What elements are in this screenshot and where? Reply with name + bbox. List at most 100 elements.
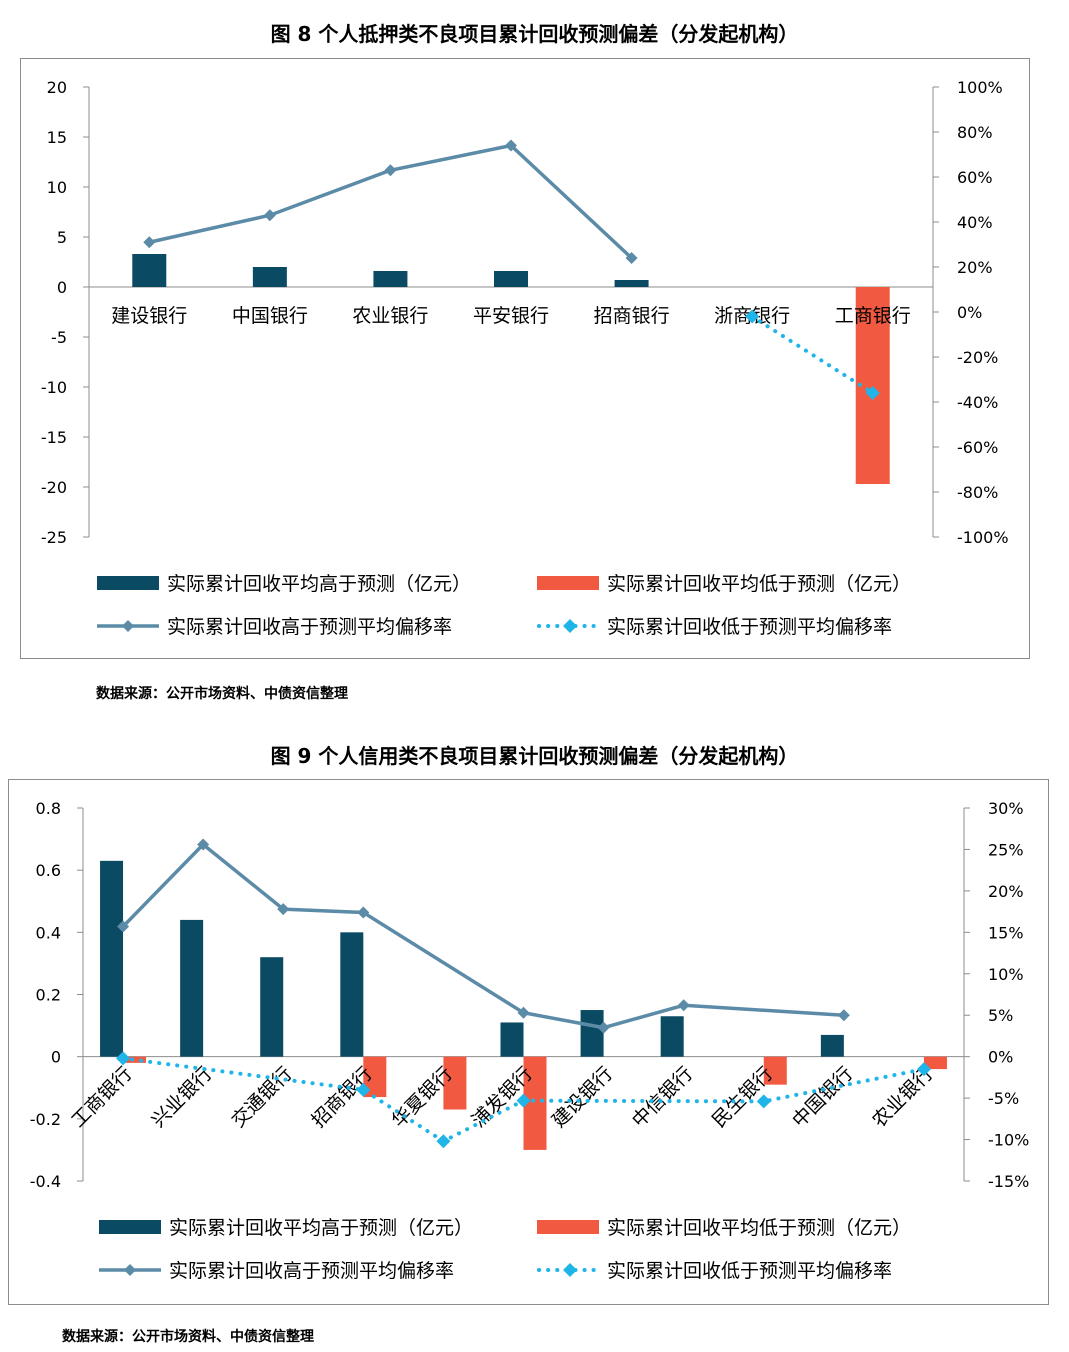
category-label: 中国银行	[788, 1063, 857, 1132]
bar-above-forecast	[580, 1010, 604, 1057]
left-tick-label: 5	[57, 228, 67, 247]
left-tick-label: -15	[41, 428, 67, 447]
right-tick-label: -100%	[957, 528, 1009, 547]
right-tick-label: 0%	[988, 1048, 1013, 1067]
category-label: 兴业银行	[147, 1063, 216, 1132]
chart2-source: 数据来源：公开市场资料、中债资信整理	[62, 1329, 314, 1345]
left-tick-label: 0.2	[36, 986, 61, 1005]
bar-below-forecast	[923, 1056, 947, 1070]
left-tick-label: -25	[41, 528, 67, 547]
marker-rate-above	[277, 903, 290, 916]
chart2-svg: 0.8 0.6 0.4 0.2 0 -0.2 -0.4 30% 25% 20% 15% 10% 5% 0%…	[30, 799, 1030, 1282]
line-rate-above-forecast	[121, 842, 844, 1030]
legend-swatch-bar	[97, 576, 159, 590]
right-tick-label: 5%	[988, 1006, 1013, 1025]
left-tick-label: 0.8	[36, 799, 61, 818]
bar-above-forecast	[494, 271, 528, 287]
right-tick-label: -80%	[957, 483, 998, 502]
right-tick-label: -5%	[988, 1089, 1019, 1108]
legend-label: 实际累计回收低于预测平均偏移率	[607, 1260, 892, 1282]
marker-rate-above	[117, 920, 130, 933]
bar-above-forecast	[500, 1022, 524, 1057]
legend-label: 实际累计回收平均低于预测（亿元）	[607, 1217, 911, 1239]
right-tick-label: 100%	[957, 78, 1003, 97]
bar-below-forecast	[443, 1056, 467, 1110]
legend-label: 实际累计回收低于预测平均偏移率	[607, 616, 892, 638]
legend-swatch-marker	[124, 1264, 136, 1276]
marker-rate-below	[745, 309, 760, 324]
left-tick-label: -20	[41, 478, 67, 497]
bar-above-forecast	[100, 860, 124, 1057]
right-tick-label: 30%	[988, 799, 1024, 818]
marker-rate-below	[436, 1134, 451, 1149]
marker-rate-below	[116, 1051, 131, 1066]
marker-rate-below	[756, 1094, 771, 1109]
right-tick-label: -20%	[957, 348, 998, 367]
left-tick-label: 0.6	[36, 861, 61, 880]
marker-rate-above	[384, 164, 397, 177]
category-label: 工商银行	[67, 1063, 136, 1132]
bar-above-forecast	[132, 254, 167, 287]
line-rate-above-forecast	[148, 143, 633, 260]
right-tick-label: 60%	[957, 168, 993, 187]
marker-rate-above	[517, 1006, 530, 1019]
marker-rate-below	[516, 1093, 531, 1108]
right-tick-label: -10%	[988, 1131, 1029, 1150]
marker-rate-above	[357, 906, 370, 919]
marker-rate-above	[625, 252, 638, 264]
bar-above-forecast	[614, 280, 649, 287]
right-tick-label: 20%	[988, 882, 1024, 901]
left-tick-label: 0	[57, 278, 67, 297]
right-tick-label: 25%	[988, 840, 1024, 859]
left-tick-label: -0.2	[30, 1110, 61, 1129]
legend-swatch-bar	[537, 576, 599, 590]
bar-below-forecast	[763, 1056, 787, 1085]
category-label: 招商银行	[308, 1063, 377, 1132]
bar-above-forecast	[260, 957, 284, 1057]
marker-rate-above	[197, 838, 210, 851]
left-tick-label: 15	[47, 128, 67, 147]
bar-below-forecast	[123, 1056, 147, 1063]
left-tick-label: -5	[51, 328, 67, 347]
right-tick-label: 20%	[957, 258, 993, 277]
bar-above-forecast	[820, 1034, 844, 1057]
marker-rate-below	[916, 1062, 931, 1077]
right-tick-label: -15%	[988, 1172, 1029, 1191]
category-label: 民生银行	[708, 1063, 777, 1132]
chart2-frame: 0.8 0.6 0.4 0.2 0 -0.2 -0.4 30% 25% 20% 15% 10% 5% 0%…	[8, 779, 1049, 1305]
left-tick-label: -10	[41, 378, 67, 397]
bar-below-forecast	[523, 1056, 547, 1150]
right-tick-label: 80%	[957, 123, 993, 142]
category-label: 中信银行	[628, 1063, 697, 1132]
right-tick-label: 10%	[988, 965, 1024, 984]
marker-rate-above	[505, 139, 517, 152]
right-tick-label: 15%	[988, 923, 1024, 942]
category-label: 农业银行	[352, 305, 428, 327]
legend-swatch-marker	[122, 620, 134, 632]
marker-rate-above	[597, 1021, 610, 1034]
category-label: 建设银行	[111, 305, 187, 327]
chart1-frame: 20 15 10 5 0 -5 -10 -15 -20 -25 100% 80% 60% 40% 20% 0%…	[20, 58, 1030, 659]
bar-below-forecast	[363, 1056, 387, 1098]
left-tick-label: 0.4	[36, 923, 61, 942]
right-tick-label: 40%	[957, 213, 993, 232]
bar-above-forecast	[373, 271, 408, 287]
chart2-title: 图 9 个人信用类不良项目累计回收预测偏差（分发起机构）	[270, 744, 799, 768]
bar-above-forecast	[180, 919, 204, 1057]
legend-label: 实际累计回收高于预测平均偏移率	[167, 616, 452, 638]
category-label: 建设银行	[548, 1063, 617, 1132]
marker-rate-above	[263, 209, 276, 222]
right-tick-label: -60%	[957, 438, 998, 457]
category-label: 交通银行	[227, 1063, 296, 1132]
category-label: 招商银行	[594, 305, 670, 327]
bar-above-forecast	[660, 1016, 684, 1057]
right-tick-label: -40%	[957, 393, 998, 412]
bar-above-forecast	[252, 267, 287, 287]
legend-swatch-marker	[563, 619, 577, 633]
category-label: 平安银行	[473, 305, 549, 327]
legend-swatch-bar	[537, 1220, 599, 1234]
line-rate-below-forecast	[121, 1056, 926, 1144]
category-label: 工商银行	[835, 305, 911, 327]
marker-rate-above	[677, 999, 690, 1012]
legend-label: 实际累计回收高于预测平均偏移率	[169, 1260, 454, 1282]
